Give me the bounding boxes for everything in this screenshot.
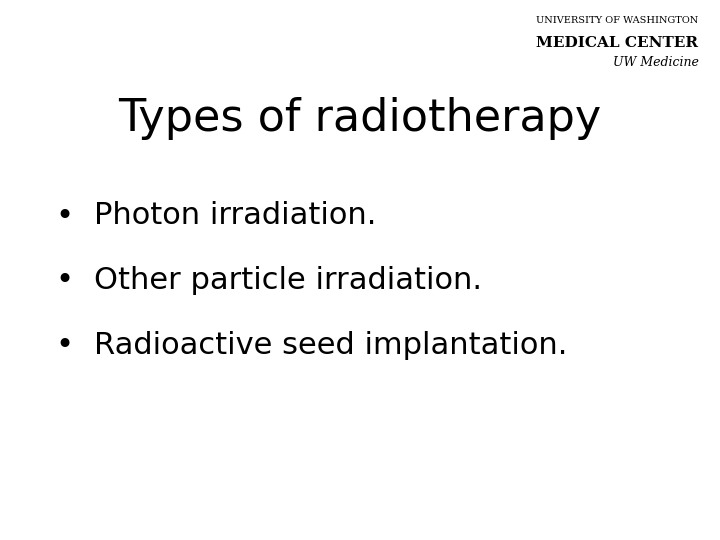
Text: •: • — [55, 331, 74, 360]
Text: Types of radiotherapy: Types of radiotherapy — [118, 97, 602, 140]
Text: Other particle irradiation.: Other particle irradiation. — [94, 266, 482, 295]
Text: MEDICAL CENTER: MEDICAL CENTER — [536, 36, 698, 50]
Text: Radioactive seed implantation.: Radioactive seed implantation. — [94, 331, 567, 360]
Text: •: • — [55, 266, 74, 295]
Text: Photon irradiation.: Photon irradiation. — [94, 201, 376, 231]
Text: UW Medicine: UW Medicine — [613, 56, 698, 69]
Text: UNIVERSITY OF WASHINGTON: UNIVERSITY OF WASHINGTON — [536, 16, 698, 25]
Text: •: • — [55, 201, 74, 231]
